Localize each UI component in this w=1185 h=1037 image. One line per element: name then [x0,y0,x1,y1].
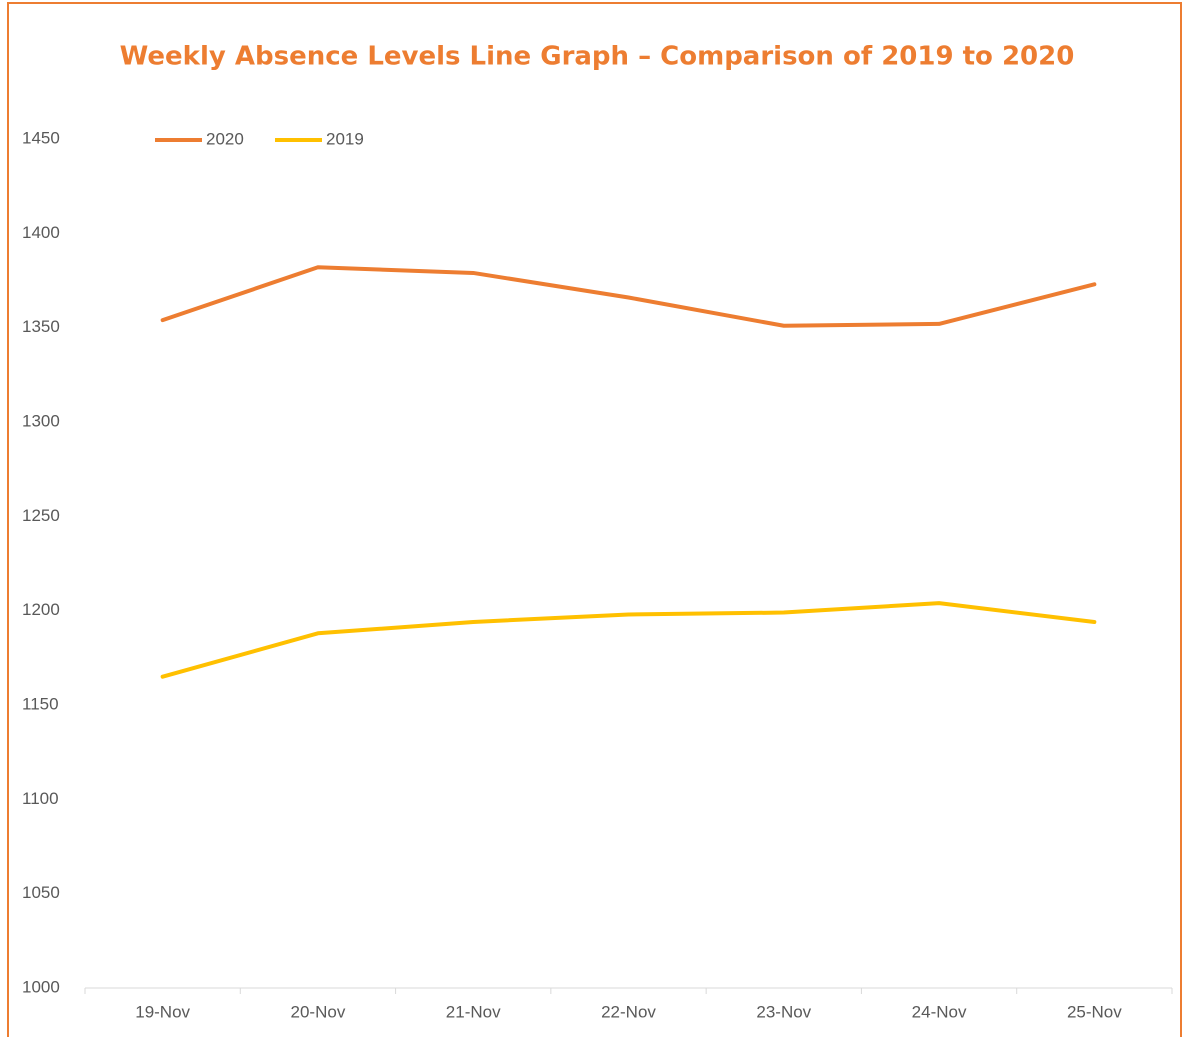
y-tick-label: 1000 [22,977,60,996]
data-line [160,601,1097,679]
y-tick-label: 1250 [22,506,60,525]
legend-label: 2019 [326,129,364,148]
y-tick-label: 1100 [22,789,59,808]
data-line [160,265,1097,328]
chart-border [7,2,1182,1037]
x-tick-label: 21-Nov [446,1002,501,1021]
y-tick-label: 1200 [22,600,60,619]
x-tick-label: 19-Nov [135,1002,190,1021]
y-tick-label: 1400 [22,223,60,242]
x-tick-label: 23-Nov [756,1002,811,1021]
y-tick-label: 1150 [22,694,59,713]
legend-label: 2020 [206,129,244,148]
y-tick-label: 1450 [22,128,60,147]
y-tick-label: 1050 [22,883,60,902]
x-tick-label: 20-Nov [291,1002,346,1021]
y-tick-label: 1350 [22,317,60,336]
y-tick-label: 1300 [22,411,60,430]
x-tick-label: 24-Nov [912,1002,967,1021]
x-tick-label: 25-Nov [1067,1002,1122,1021]
chart-title: Weekly Absence Levels Line Graph – Compa… [120,42,1075,72]
x-tick-label: 22-Nov [601,1002,656,1021]
